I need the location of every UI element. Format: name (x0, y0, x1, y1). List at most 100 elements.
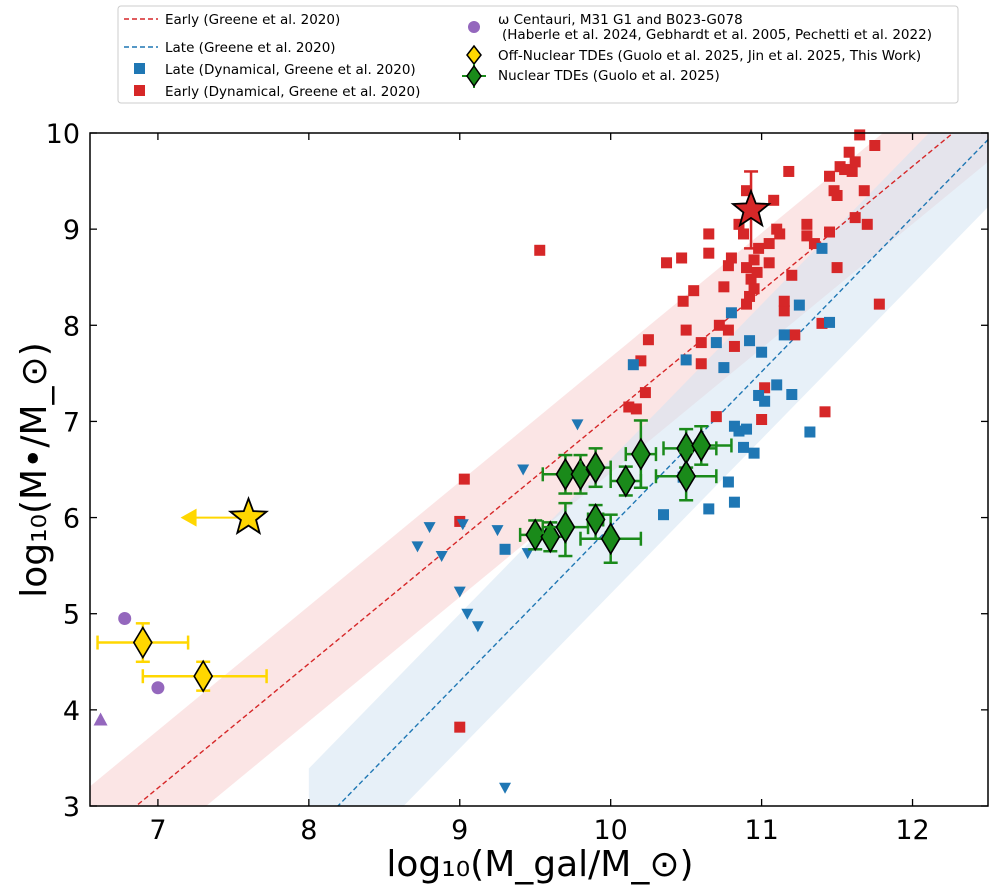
series-1-square-point (628, 359, 639, 370)
y-tick-label: 9 (63, 215, 80, 246)
series-5-diamond-point (194, 661, 212, 691)
series-0-square-point (640, 387, 651, 398)
series-0-square-point (661, 257, 672, 268)
series-1-square-point (726, 307, 737, 318)
y-tick-label: 4 (63, 696, 80, 727)
x-tick-label: 8 (300, 815, 317, 846)
x-tick-label: 12 (895, 815, 929, 846)
x-tick-label: 10 (594, 815, 628, 846)
series-0-square-point (681, 325, 692, 336)
series-0-square-point (859, 185, 870, 196)
legend-off-nuclear-label: Off-Nuclear TDEs (Guolo et al. 2025, Jin… (498, 48, 921, 64)
series-3-circle-point (118, 612, 131, 625)
series-0-square-point (801, 230, 812, 241)
series-1-square-point (756, 347, 767, 358)
scatter-chart: Early (Greene et al. 2020) Late (Greene … (0, 0, 996, 891)
series-0-square-point (789, 329, 800, 340)
series-4-triangle-point (94, 712, 108, 725)
legend-early-relation-label: Early (Greene et al. 2020) (165, 12, 340, 28)
series-2-upper-limit-point (499, 783, 511, 794)
y-tick-label: 10 (46, 119, 80, 150)
legend-late-dynamical-label: Late (Dynamical, Greene et al. 2020) (165, 62, 416, 78)
series-5-diamond-point (134, 628, 152, 658)
series-1-square-point (824, 317, 835, 328)
y-axis-label: log₁₀(M•/M_⊙) (14, 342, 55, 597)
legend-globular-cluster-label: ω Centauri, M31 G1 and B023-G078 (498, 12, 743, 28)
series-1-square-point (718, 362, 729, 373)
series-0-square-point (688, 285, 699, 296)
series-6-star-point (230, 499, 266, 533)
legend-late-dynamical-swatch (134, 63, 145, 74)
series-0-square-point (459, 474, 470, 485)
legend-globular-cluster-references: (Haberle et al. 2024, Gebhardt et al. 20… (502, 27, 932, 43)
y-tick-label: 3 (63, 792, 80, 823)
legend-late-relation-label: Late (Greene et al. 2020) (165, 40, 336, 56)
series-0-square-point (729, 341, 740, 352)
series-0-square-point (764, 257, 775, 268)
series-1-square-point (738, 442, 749, 453)
series-1-square-point (804, 427, 815, 438)
series-1-square-point (759, 396, 770, 407)
series-0-square-point (696, 337, 707, 348)
series-0-square-point (824, 227, 835, 238)
series-0-square-point (749, 254, 760, 265)
series-0-square-point (631, 403, 642, 414)
series-0-square-point (850, 212, 861, 223)
series-0-square-point (756, 414, 767, 425)
series-0-square-point (862, 219, 873, 230)
series-1-square-point (500, 544, 511, 555)
series-0-square-point (820, 406, 831, 417)
y-tick-label: 5 (63, 600, 80, 631)
series-0-square-point (774, 228, 785, 239)
series-0-square-point (854, 129, 865, 140)
series-0-square-point (752, 267, 763, 278)
series-0-square-point (847, 166, 858, 177)
series-0-square-point (718, 281, 729, 292)
series-1-square-point (741, 424, 752, 435)
series-0-square-point (678, 296, 689, 307)
series-0-square-point (824, 171, 835, 182)
series-1-square-point (658, 509, 669, 520)
y-tick-label: 6 (63, 504, 80, 535)
series-0-square-point (711, 411, 722, 422)
legend-nuclear-label: Nuclear TDEs (Guolo et al. 2025) (498, 68, 720, 84)
series-0-square-point (726, 252, 737, 263)
series-0-square-point (723, 325, 734, 336)
legend-early-dynamical-swatch (134, 85, 145, 96)
series-0-square-point (786, 270, 797, 281)
series-0-square-point (703, 228, 714, 239)
series-0-square-point (832, 190, 843, 201)
series-0-square-point (874, 299, 885, 310)
series-0-square-point (779, 305, 790, 316)
series-1-square-point (723, 476, 734, 487)
series-0-square-point (643, 334, 654, 345)
x-tick-label: 9 (451, 815, 468, 846)
series-1-square-point (771, 379, 782, 390)
legend-globular-cluster-swatch (468, 21, 480, 33)
series-0-square-point (696, 358, 707, 369)
series-1-square-point (729, 421, 740, 432)
x-tick-label: 7 (149, 815, 166, 846)
series-0-square-point (454, 722, 465, 733)
x-axis-label: log₁₀(M_gal/M_⊙) (386, 844, 693, 885)
series-1-square-point (711, 337, 722, 348)
series-1-square-point (703, 503, 714, 514)
legend-early-dynamical-label: Early (Dynamical, Greene et al. 2020) (165, 84, 420, 100)
series-0-square-point (738, 228, 749, 239)
series-0-square-point (832, 262, 843, 273)
legend: Early (Greene et al. 2020) Late (Greene … (118, 6, 958, 103)
series-0-square-point (850, 156, 861, 167)
series-1-square-point (786, 389, 797, 400)
series-0-square-point (844, 147, 855, 158)
x-tick-label: 11 (744, 815, 778, 846)
series-0-square-point (801, 219, 812, 230)
series-0-square-point (703, 248, 714, 259)
series-1-square-point (794, 300, 805, 311)
series-3-circle-point (151, 681, 164, 694)
series-0-square-point (869, 140, 880, 151)
band-late (309, 72, 988, 891)
series-0-square-point (749, 283, 760, 294)
series-1-square-point (681, 354, 692, 365)
series-0-square-point (676, 252, 687, 263)
series-1-square-point (816, 243, 827, 254)
